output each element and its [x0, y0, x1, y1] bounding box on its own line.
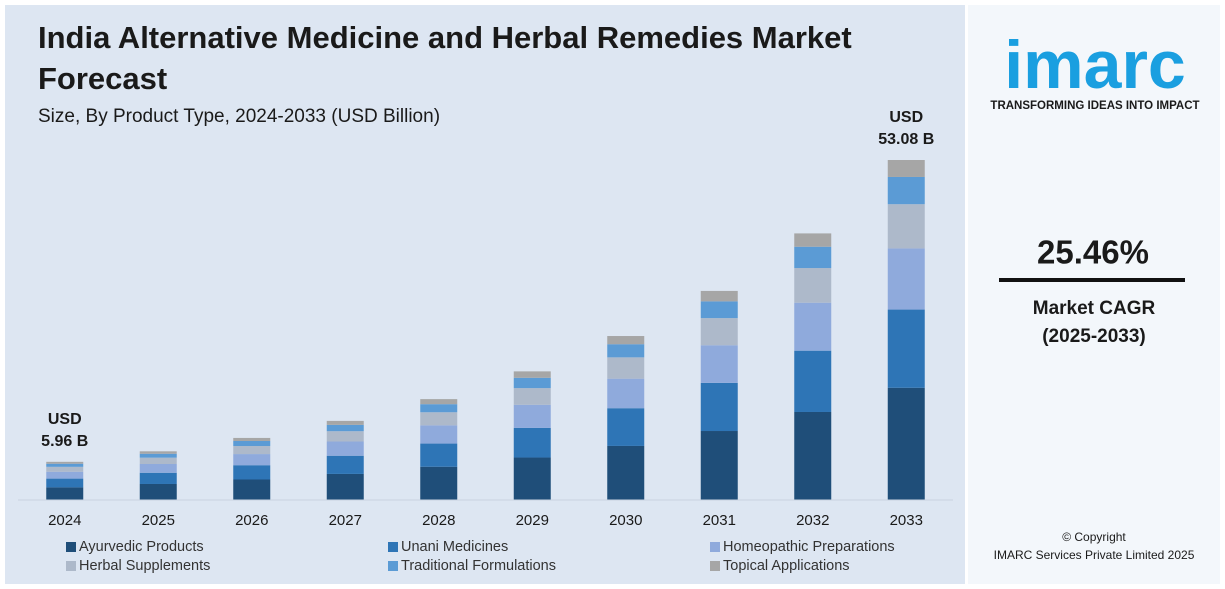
bar-segment	[794, 411, 832, 500]
legend-swatch	[66, 542, 76, 552]
bar-segment	[46, 463, 84, 467]
bar-segment	[326, 441, 364, 456]
bar-segment	[233, 465, 271, 480]
company: IMARC Services Private Limited 2025	[994, 548, 1195, 562]
legend-label: Homeopathic Preparations	[723, 539, 895, 555]
legend-swatch	[710, 542, 720, 552]
bar-segment	[513, 427, 551, 458]
annotation: USD	[48, 411, 82, 428]
x-tick-label: 2033	[890, 512, 923, 529]
bar-segment	[794, 302, 832, 351]
bar-segment	[233, 441, 271, 447]
bar-segment	[326, 424, 364, 432]
bar-segment	[887, 387, 925, 500]
bar-segment	[700, 290, 738, 302]
copyright: © Copyright	[1062, 530, 1126, 544]
bar-segment	[420, 404, 458, 413]
x-tick-label: 2027	[329, 512, 362, 529]
bar-segment	[607, 336, 645, 345]
bar-segment	[46, 478, 84, 488]
bar-segment	[607, 344, 645, 358]
bar-segment	[607, 357, 645, 379]
bar-segment	[139, 464, 177, 473]
bar-segment	[794, 246, 832, 269]
tagline: TRANSFORMING IDEAS INTO IMPACT	[990, 100, 1199, 112]
bar-segment	[607, 408, 645, 446]
bar-segment	[887, 309, 925, 388]
bar-segment	[326, 473, 364, 500]
bar-segment	[887, 204, 925, 249]
legend-label: Traditional Formulations	[401, 558, 556, 574]
annotation: 53.08 B	[878, 131, 934, 148]
x-tick-label: 2030	[609, 512, 642, 529]
bar-segment	[513, 457, 551, 500]
bar-segment	[420, 399, 458, 405]
logo: imarc	[1004, 27, 1185, 103]
bar-segment	[420, 466, 458, 500]
bar-segment	[326, 431, 364, 442]
chart-subtitle: Size, By Product Type, 2024-2033 (USD Bi…	[38, 106, 440, 127]
legend-label: Unani Medicines	[401, 539, 508, 555]
bar-segment	[887, 176, 925, 205]
bar-segment	[513, 371, 551, 378]
legend-label: Herbal Supplements	[79, 558, 210, 574]
annotation: USD	[889, 109, 923, 126]
legend-swatch	[388, 542, 398, 552]
x-tick-label: 2025	[142, 512, 175, 529]
x-tick-label: 2024	[48, 512, 81, 529]
bar-segment	[700, 431, 738, 500]
bar-segment	[513, 404, 551, 428]
bar-segment	[233, 437, 271, 442]
bar-segment	[233, 454, 271, 466]
bar-segment	[420, 412, 458, 426]
bar-segment	[326, 455, 364, 474]
x-tick-label: 2032	[796, 512, 829, 529]
sidebar-panel	[968, 5, 1220, 584]
legend-swatch	[66, 561, 76, 571]
bar-segment	[326, 420, 364, 425]
bar-segment	[700, 382, 738, 432]
bar-segment	[139, 483, 177, 500]
bar-segment	[607, 445, 645, 500]
cagr-period: (2025-2033)	[1042, 326, 1146, 347]
bar-segment	[139, 457, 177, 465]
bar-segment	[233, 479, 271, 500]
bar-segment	[139, 453, 177, 458]
bar-segment	[794, 233, 832, 247]
bar-segment	[700, 318, 738, 346]
bar-segment	[139, 472, 177, 484]
bar-segment	[887, 160, 925, 177]
x-tick-label: 2026	[235, 512, 268, 529]
legend-swatch	[388, 561, 398, 571]
bar-segment	[420, 443, 458, 467]
bar-segment	[46, 461, 84, 464]
bar-segment	[794, 268, 832, 303]
bar-segment	[887, 248, 925, 310]
x-tick-label: 2031	[703, 512, 736, 529]
bar-segment	[794, 350, 832, 412]
x-tick-label: 2028	[422, 512, 455, 529]
bar-segment	[420, 425, 458, 444]
bar-segment	[513, 377, 551, 389]
bar-segment	[700, 301, 738, 319]
bar-segment	[139, 451, 177, 454]
annotation: 5.96 B	[41, 433, 88, 450]
bar-segment	[700, 345, 738, 383]
cagr-value: 25.46%	[1037, 234, 1149, 271]
bar-segment	[46, 487, 84, 500]
bar-segment	[607, 378, 645, 409]
chart-title: India Alternative Medicine and Herbal Re…	[38, 20, 852, 96]
legend-label: Ayurvedic Products	[79, 539, 204, 555]
legend-label: Topical Applications	[723, 558, 850, 574]
cagr-label: Market CAGR	[1033, 298, 1156, 319]
bar-segment	[46, 466, 84, 472]
bar-segment	[46, 471, 84, 479]
bar-segment	[233, 446, 271, 455]
legend-swatch	[710, 561, 720, 571]
x-tick-label: 2029	[516, 512, 549, 529]
divider	[999, 278, 1185, 282]
bar-segment	[513, 388, 551, 405]
